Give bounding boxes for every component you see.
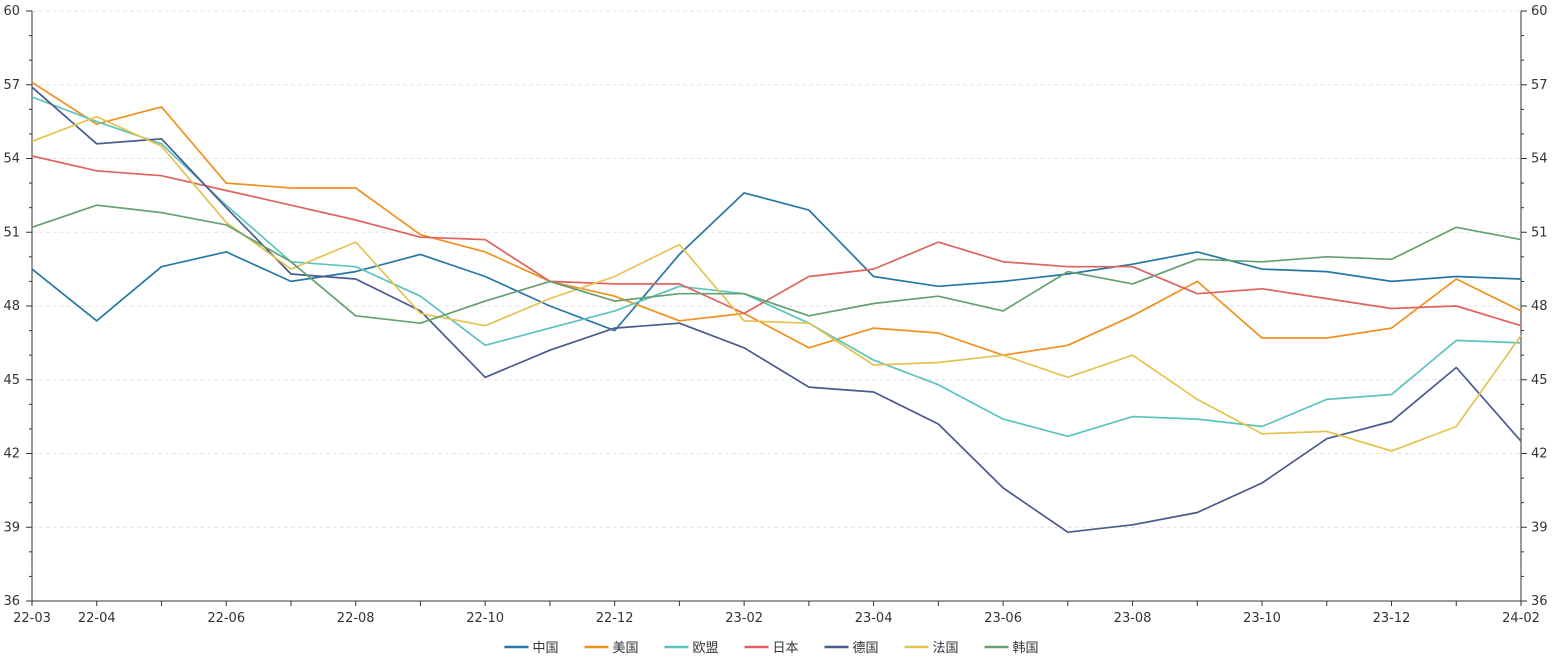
legend-label: 日本	[773, 641, 799, 656]
y-tick-label-left: 57	[3, 78, 20, 93]
x-tick-label: 22-06	[207, 611, 245, 626]
series-line-5	[31, 86, 1522, 534]
x-tick-label: 23-12	[1373, 611, 1411, 626]
y-tick-label-left: 36	[3, 594, 20, 609]
legend-label: 中国	[533, 641, 559, 656]
x-tick-label: 23-08	[1114, 611, 1152, 626]
y-tick-label-left: 54	[3, 152, 20, 167]
series-line-2	[31, 81, 1522, 357]
series-line-3	[31, 96, 1522, 438]
x-tick-label: 23-06	[984, 611, 1022, 626]
series-line-4	[31, 155, 1522, 327]
x-tick-label: 23-04	[855, 611, 893, 626]
x-tick-label: 22-08	[337, 611, 375, 626]
legend-label: 法国	[933, 641, 959, 656]
x-tick-label: 23-02	[725, 611, 763, 626]
legend-item[interactable]: 法国	[904, 641, 959, 656]
legend-item[interactable]: 欧盟	[664, 641, 719, 656]
series-line-6	[31, 115, 1522, 452]
legend-label: 欧盟	[693, 641, 719, 656]
series-line-7	[31, 204, 1522, 325]
series-line-1	[31, 192, 1522, 332]
y-tick-label-right: 51	[1531, 225, 1548, 240]
y-tick-label-right: 45	[1531, 373, 1548, 388]
y-tick-label-left: 45	[3, 373, 20, 388]
x-tick-label: 22-10	[466, 611, 504, 626]
x-tick-label: 22-03	[13, 611, 51, 626]
y-tick-label-right: 60	[1531, 4, 1548, 19]
y-tick-label-right: 42	[1531, 447, 1548, 462]
legend-item[interactable]: 日本	[744, 641, 799, 656]
y-tick-label-right: 39	[1531, 520, 1548, 535]
y-tick-label-left: 39	[3, 520, 20, 535]
series-lines	[31, 81, 1522, 534]
y-tick-label-right: 48	[1531, 299, 1548, 314]
x-tick-label: 22-04	[78, 611, 116, 626]
legend-item[interactable]: 韩国	[984, 641, 1039, 656]
x-tick-label: 24-02	[1502, 611, 1540, 626]
legend: 中国 美国 欧盟 日本 德国 法国 韩国	[504, 641, 1039, 656]
y-tick-label-left: 60	[3, 4, 20, 19]
legend-label: 德国	[853, 641, 879, 656]
x-tick-label: 22-12	[596, 611, 634, 626]
y-tick-label-left: 42	[3, 447, 20, 462]
gridlines	[32, 10, 1521, 528]
axes: 36 36 39 39 42 42 45 45 48 48 51 51 54 54 57 57 60 60 22-0…	[3, 4, 1547, 626]
y-tick-label-left: 48	[3, 299, 20, 314]
legend-label: 美国	[613, 641, 639, 656]
y-tick-label-left: 51	[3, 225, 20, 240]
legend-item[interactable]: 中国	[504, 641, 559, 656]
y-tick-label-right: 36	[1531, 594, 1548, 609]
y-tick-label-right: 57	[1531, 78, 1548, 93]
legend-item[interactable]: 美国	[584, 641, 639, 656]
legend-label: 韩国	[1013, 641, 1039, 656]
y-tick-label-right: 54	[1531, 152, 1548, 167]
legend-item[interactable]: 德国	[824, 641, 879, 656]
x-tick-label: 23-10	[1243, 611, 1281, 626]
